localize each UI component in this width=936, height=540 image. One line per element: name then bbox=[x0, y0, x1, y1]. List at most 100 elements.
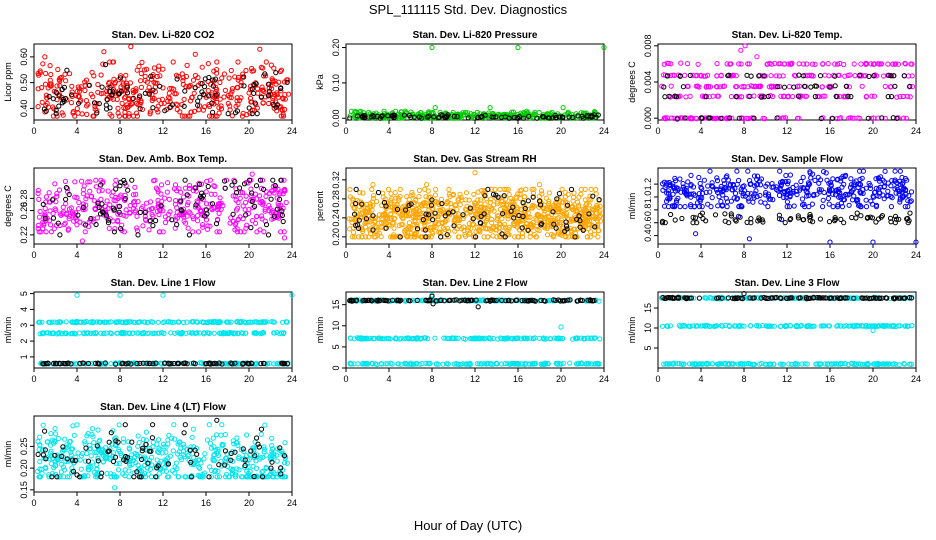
data-point bbox=[63, 78, 69, 84]
data-point bbox=[373, 224, 380, 230]
data-point bbox=[456, 216, 462, 223]
data-point bbox=[468, 297, 474, 303]
data-point bbox=[744, 115, 750, 122]
data-point bbox=[523, 186, 529, 192]
series-red bbox=[35, 44, 292, 119]
data-point bbox=[182, 177, 188, 183]
data-point bbox=[134, 67, 140, 73]
data-point bbox=[522, 205, 528, 212]
data-point bbox=[232, 179, 238, 185]
data-point bbox=[370, 227, 376, 233]
data-point bbox=[102, 62, 109, 68]
data-point bbox=[699, 185, 705, 192]
data-point bbox=[733, 73, 739, 79]
data-point bbox=[114, 330, 120, 336]
data-point bbox=[858, 61, 864, 67]
data-point bbox=[510, 220, 517, 226]
data-point bbox=[859, 83, 865, 89]
data-point bbox=[397, 186, 403, 192]
data-point bbox=[177, 331, 183, 337]
data-point bbox=[572, 234, 578, 240]
data-point bbox=[197, 94, 203, 100]
data-point bbox=[381, 199, 388, 206]
data-point bbox=[886, 72, 892, 78]
data-point bbox=[124, 84, 130, 90]
data-point bbox=[172, 182, 179, 188]
data-point bbox=[200, 224, 206, 230]
data-point bbox=[184, 62, 190, 69]
panel-title: Stan. Dev. Line 1 Flow bbox=[111, 278, 216, 289]
data-point bbox=[491, 202, 497, 208]
data-point bbox=[248, 225, 254, 231]
data-point bbox=[463, 197, 469, 203]
data-point bbox=[257, 193, 263, 199]
data-point bbox=[266, 81, 272, 87]
data-point bbox=[779, 216, 785, 223]
data-point bbox=[520, 200, 526, 206]
data-point bbox=[668, 61, 674, 67]
data-point bbox=[785, 178, 791, 184]
data-point bbox=[727, 182, 733, 188]
data-point bbox=[576, 202, 582, 208]
data-point bbox=[108, 361, 114, 367]
data-point bbox=[503, 206, 509, 212]
data-point bbox=[532, 361, 538, 367]
data-point bbox=[537, 213, 543, 219]
y-axis-label: percent bbox=[315, 190, 325, 221]
data-point bbox=[903, 115, 909, 121]
panel-title: Stan. Dev. Li-820 CO2 bbox=[112, 30, 215, 41]
data-point bbox=[475, 197, 481, 203]
data-point bbox=[435, 216, 441, 222]
data-point bbox=[542, 298, 548, 304]
data-point bbox=[481, 211, 487, 217]
x-tick-label: 12 bbox=[470, 374, 480, 384]
x-tick-label: 12 bbox=[158, 374, 168, 384]
data-point bbox=[794, 188, 800, 194]
data-point bbox=[217, 195, 223, 201]
y-tick-label: 1 bbox=[19, 354, 29, 359]
data-point bbox=[214, 59, 220, 65]
y-tick-label: 0 bbox=[331, 365, 341, 370]
data-point bbox=[851, 180, 857, 186]
data-point bbox=[385, 186, 392, 192]
data-point bbox=[105, 217, 112, 223]
data-point bbox=[670, 191, 676, 197]
data-point bbox=[42, 205, 48, 212]
data-point bbox=[456, 196, 462, 202]
data-point bbox=[888, 204, 895, 210]
data-point bbox=[99, 187, 105, 193]
data-point bbox=[241, 181, 248, 187]
data-point bbox=[258, 94, 264, 100]
data-point bbox=[347, 226, 353, 232]
data-point bbox=[493, 297, 499, 303]
data-point bbox=[265, 232, 272, 238]
data-point bbox=[101, 49, 107, 55]
data-point bbox=[688, 183, 694, 189]
data-point bbox=[544, 232, 551, 238]
data-point bbox=[277, 191, 283, 197]
data-point bbox=[556, 207, 563, 213]
data-point bbox=[574, 234, 580, 240]
data-point bbox=[858, 213, 864, 219]
data-point bbox=[68, 100, 75, 106]
data-point bbox=[536, 109, 542, 116]
data-point bbox=[147, 199, 154, 205]
data-point bbox=[262, 206, 268, 212]
data-point bbox=[112, 79, 118, 86]
data-point bbox=[40, 361, 46, 367]
data-point bbox=[281, 361, 287, 367]
data-point bbox=[186, 232, 192, 238]
data-point bbox=[382, 196, 388, 202]
data-point bbox=[418, 234, 424, 240]
series-magenta bbox=[659, 43, 916, 122]
data-point bbox=[755, 84, 762, 90]
data-point bbox=[39, 319, 45, 325]
data-point bbox=[367, 204, 373, 210]
data-point bbox=[823, 170, 829, 176]
x-tick-label: 4 bbox=[698, 250, 703, 260]
data-point bbox=[433, 186, 439, 192]
data-point bbox=[82, 222, 89, 228]
data-point bbox=[489, 220, 495, 226]
data-point bbox=[289, 292, 295, 298]
data-point bbox=[557, 114, 563, 120]
